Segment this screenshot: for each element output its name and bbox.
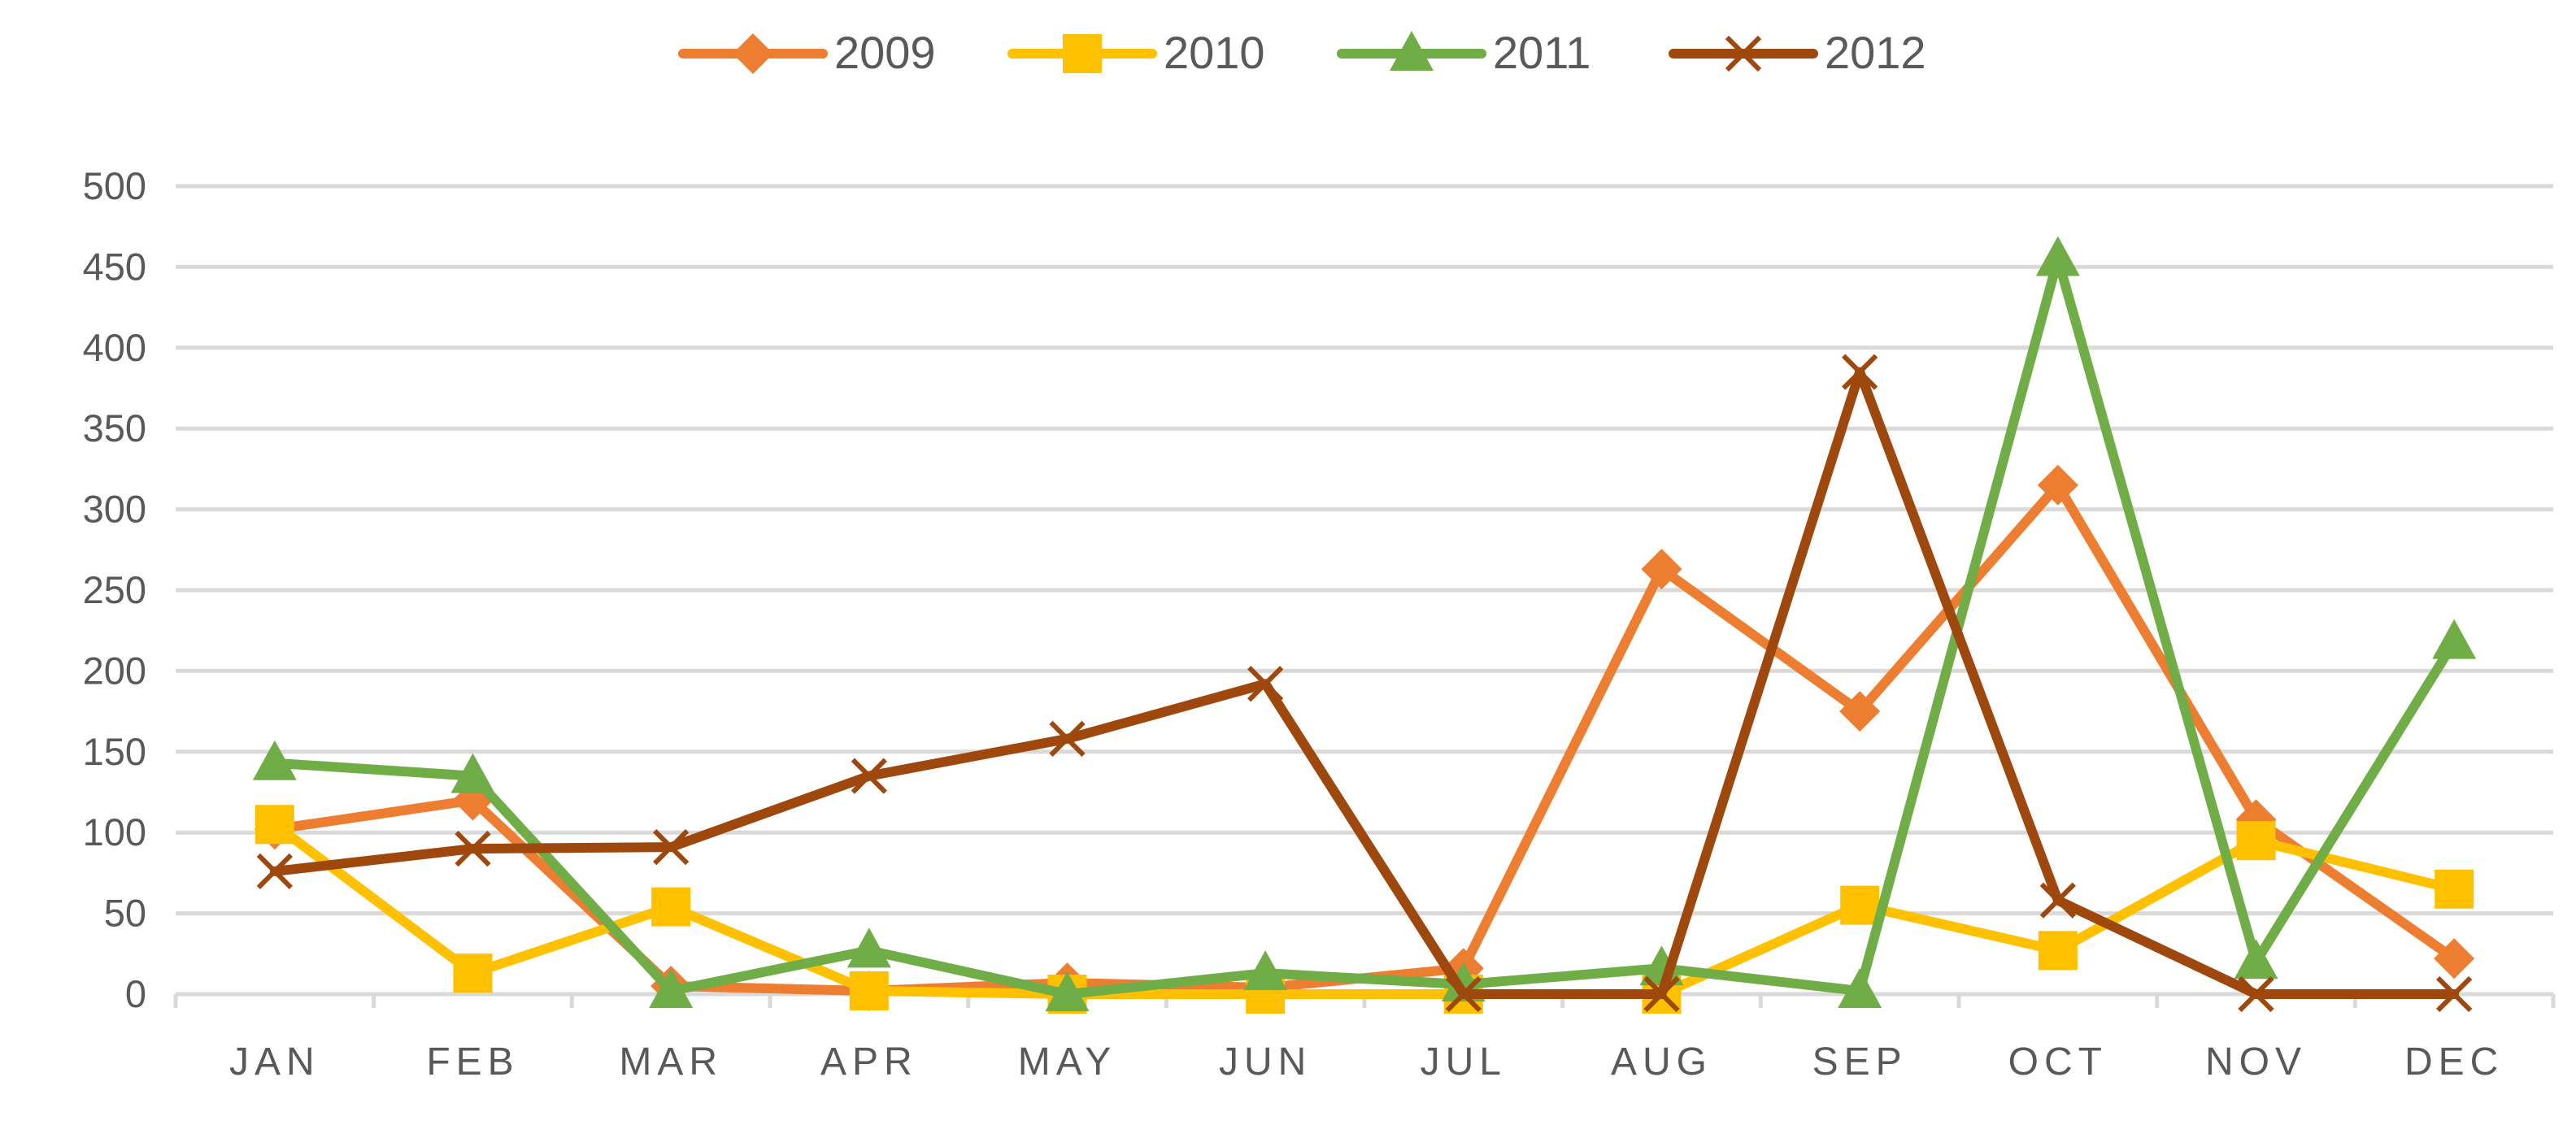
data-point xyxy=(846,927,891,968)
data-point xyxy=(2039,882,2076,919)
x-tick-label: AUG xyxy=(1611,1040,1712,1084)
x-tick-label: MAY xyxy=(1018,1040,1116,1084)
data-point xyxy=(455,830,491,867)
series-2012 xyxy=(256,354,2473,1013)
data-point xyxy=(2236,821,2276,861)
data-point-stroke xyxy=(256,853,293,890)
data-point xyxy=(653,828,690,866)
x-tick-label: APR xyxy=(820,1040,918,1084)
data-point xyxy=(851,758,887,794)
data-point xyxy=(1049,720,1086,758)
data-point-stroke xyxy=(851,758,887,794)
data-point xyxy=(1445,975,1482,1013)
data-point xyxy=(450,753,495,793)
data-point xyxy=(1063,34,1102,73)
series-line xyxy=(269,819,2460,999)
x-tick-label: NOV xyxy=(2205,1040,2307,1084)
y-tick-label: 150 xyxy=(83,730,146,773)
legend: 2009 2010 2011 2012 xyxy=(678,27,1926,78)
data-point-stroke xyxy=(2039,882,2076,919)
data-point xyxy=(1045,971,1090,1011)
data-point xyxy=(849,971,889,1011)
x-tick-label: MAR xyxy=(619,1040,723,1084)
data-point-stroke xyxy=(1725,35,1762,72)
data-point xyxy=(2238,975,2274,1013)
data-point xyxy=(1838,968,1882,1009)
data-point xyxy=(2436,975,2473,1013)
legend-item-2009: 2009 xyxy=(678,27,936,78)
data-point xyxy=(2037,464,2078,506)
data-point-stroke xyxy=(1247,666,1284,702)
x-tick-label: OCT xyxy=(2008,1040,2108,1084)
legend-label: 2011 xyxy=(1493,27,1590,78)
data-point-stroke xyxy=(1842,354,1878,390)
x-tick-label: FEB xyxy=(426,1040,519,1084)
data-point xyxy=(2432,619,2477,659)
legend-label: 2010 xyxy=(1164,27,1265,78)
y-tick-label: 0 xyxy=(125,972,146,1015)
x-axis-ticks: JAN FEB MAR APR MAY JUN JUL AUG SEP OCT NOV DEC xyxy=(229,1040,2504,1084)
legend-item-2011: 2011 xyxy=(1337,27,1590,78)
data-point xyxy=(1641,549,1682,590)
data-point xyxy=(733,33,773,74)
x-tick-label: DEC xyxy=(2404,1040,2504,1084)
y-tick-label: 300 xyxy=(83,488,146,531)
data-point xyxy=(1839,691,1881,732)
data-point-stroke xyxy=(1049,720,1086,758)
legend-label: 2012 xyxy=(1825,27,1926,78)
data-point xyxy=(2234,939,2278,979)
x-tick-label: JAN xyxy=(229,1040,320,1084)
data-point xyxy=(1643,975,1680,1013)
y-tick-label: 400 xyxy=(83,326,146,369)
data-point xyxy=(651,887,691,927)
series-markers xyxy=(256,354,2473,1013)
y-tick-label: 500 xyxy=(83,164,146,207)
data-point-stroke xyxy=(2238,975,2274,1013)
data-point xyxy=(453,953,493,993)
x-tick-label: JUL xyxy=(1421,1040,1507,1084)
data-point xyxy=(2038,931,2078,971)
y-tick-label: 250 xyxy=(83,568,146,611)
data-point-stroke xyxy=(653,828,690,866)
legend-item-2012: 2012 xyxy=(1669,27,1926,78)
data-point xyxy=(2435,869,2474,909)
y-tick-label: 350 xyxy=(83,406,146,450)
series-lines xyxy=(252,236,2477,1014)
series-line xyxy=(269,254,2460,999)
y-tick-label: 200 xyxy=(83,649,146,692)
legend-item-2010: 2010 xyxy=(1007,27,1265,78)
data-point xyxy=(1243,950,1288,991)
data-point-stroke xyxy=(1643,975,1680,1013)
gridlines xyxy=(176,184,2553,916)
y-tick-label: 100 xyxy=(83,810,146,854)
data-point xyxy=(252,740,297,780)
y-axis-ticks: 0 50 100 150 200 250 300 350 400 450 500 xyxy=(83,164,146,1015)
data-point xyxy=(1842,354,1878,390)
legend-label: 2009 xyxy=(834,27,936,78)
x-tick-label: JUN xyxy=(1219,1040,1312,1084)
data-point xyxy=(256,853,293,890)
series-2011 xyxy=(252,236,2477,1011)
data-point xyxy=(2434,938,2475,979)
data-point xyxy=(255,805,294,845)
data-point xyxy=(2035,236,2080,276)
data-point-stroke xyxy=(455,830,491,867)
x-tick-label: SEP xyxy=(1812,1040,1908,1084)
data-point xyxy=(1725,35,1762,72)
data-point xyxy=(1390,31,1434,71)
y-tick-label: 450 xyxy=(83,245,146,288)
y-tick-label: 50 xyxy=(104,892,146,935)
data-point-stroke xyxy=(1445,975,1482,1013)
data-point xyxy=(649,968,694,1009)
data-point-stroke xyxy=(2436,975,2473,1013)
data-point xyxy=(1840,885,1880,925)
data-point xyxy=(1247,666,1284,702)
series-line xyxy=(269,367,2460,999)
